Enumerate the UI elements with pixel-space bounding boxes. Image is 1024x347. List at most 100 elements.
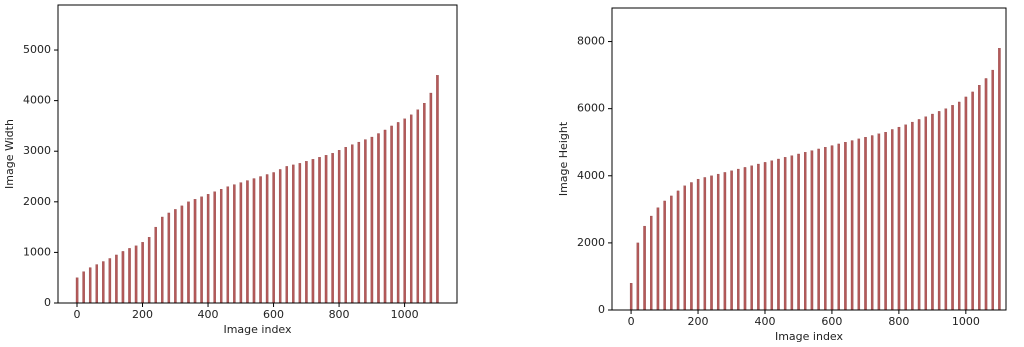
bar [324,155,328,304]
bar [115,254,118,304]
bar [911,121,914,311]
bar [964,96,968,311]
bar [75,277,79,304]
bar [937,111,941,311]
x-tick-label: 1000 [952,315,980,328]
bar [239,182,243,304]
bar [777,158,780,311]
bar [423,103,426,304]
bar [844,142,847,311]
bar [357,141,361,304]
bar [161,216,164,304]
bar [636,242,640,311]
x-tick-label: 600 [821,315,842,328]
bar [128,248,131,304]
y-tick-label: 3000 [23,144,51,157]
y-axis-label: Image Width [3,119,16,189]
y-axis-label: Image Height [557,121,570,196]
y-tick-label: 5000 [23,43,51,56]
bar [226,186,230,304]
bar [311,159,315,304]
bar [790,155,794,311]
bar [817,148,820,311]
x-axis-label: Image index [775,330,844,343]
bar [351,144,354,304]
bar [233,184,236,304]
bar [409,114,413,304]
bar [272,172,275,304]
bar [917,119,921,311]
x-tick-label: 400 [198,308,219,321]
bar [757,163,760,311]
bar [265,174,269,304]
bar [147,237,151,304]
bar [383,129,387,304]
x-tick-label: 400 [754,315,775,328]
x-tick-label: 800 [888,315,909,328]
bar [656,207,660,311]
bar [850,140,854,311]
bar [857,138,861,311]
bar [278,169,282,304]
x-tick-label: 200 [688,315,709,328]
y-tick-label: 4000 [577,169,605,182]
bar [134,245,138,304]
bar [663,200,666,311]
bar [944,108,948,311]
bar [690,182,693,311]
bar [259,176,262,304]
bar [95,264,99,304]
bar [344,147,347,304]
bar [167,212,171,304]
bar [377,133,380,304]
y-tick-label: 8000 [577,35,605,48]
bar [676,190,680,311]
bar [285,166,289,304]
bar [931,113,934,311]
bar [174,209,177,304]
y-tick-label: 6000 [577,102,605,115]
y-tick-label: 2000 [23,195,51,208]
bar [246,180,249,304]
bar [991,69,994,311]
bar [403,118,406,304]
y-tick-label: 0 [44,296,51,309]
bar [643,225,646,311]
bar [292,164,295,304]
x-tick-label: 200 [132,308,153,321]
x-tick-label: 800 [329,308,350,321]
bar [824,147,827,311]
bar [108,258,112,304]
bar [897,126,901,311]
bar [696,178,700,311]
bar [864,137,867,311]
bar [783,157,787,311]
bar [364,139,367,304]
axes-frame [57,4,458,304]
bar [683,185,686,311]
bar [737,168,740,311]
bar [88,267,92,304]
bar [810,150,814,311]
bar [337,150,341,304]
bar [703,177,707,311]
bar [750,165,753,311]
bar [710,175,713,311]
x-tick-label: 1000 [391,308,419,321]
bar [370,136,374,304]
bar [331,153,334,304]
bar [723,172,727,311]
bar [730,170,733,311]
bar [924,116,928,311]
bar [252,178,256,304]
x-tick-label: 0 [74,308,81,321]
bar [830,145,834,311]
bar [804,152,807,311]
bar [870,135,874,311]
bar [891,129,894,311]
y-tick-label: 1000 [23,245,51,258]
bar [187,201,190,304]
bar [298,163,302,304]
bar [951,105,954,311]
